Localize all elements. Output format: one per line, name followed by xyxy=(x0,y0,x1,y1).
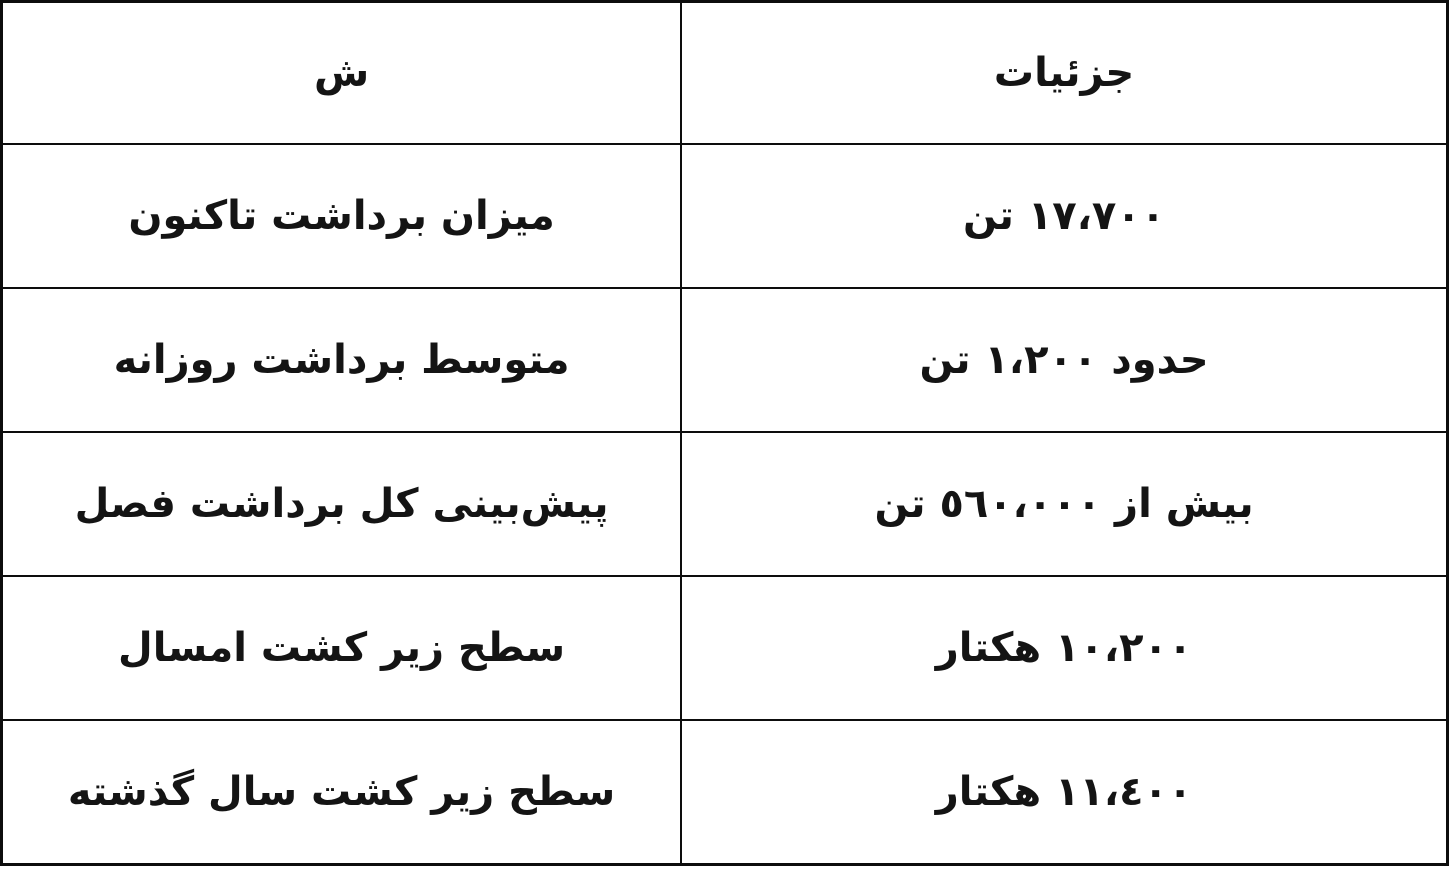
label-column-header: ش xyxy=(0,0,683,145)
table-row: سطح زیر کشت سال گذشته ١١،٤٠٠ هکتار xyxy=(0,719,1449,866)
detail-label-cell: متوسط برداشت روزانه xyxy=(0,287,683,433)
detail-value-cell: ١٧،٧٠٠ تن xyxy=(680,143,1449,289)
table-row: متوسط برداشت روزانه حدود ١،٢٠٠ تن xyxy=(0,287,1449,433)
table-row: سطح زیر کشت امسال ١٠،٢٠٠ هکتار xyxy=(0,575,1449,721)
table-row: پیش‌بینی کل برداشت فصل بیش از ٥٦٠،٠٠٠ تن xyxy=(0,431,1449,577)
table-body: میزان برداشت تاکنون ١٧،٧٠٠ تن متوسط بردا… xyxy=(0,143,1449,866)
detail-label-cell: سطح زیر کشت امسال xyxy=(0,575,683,721)
detail-value-cell: ١٠،٢٠٠ هکتار xyxy=(680,575,1449,721)
detail-label-cell: میزان برداشت تاکنون xyxy=(0,143,683,289)
detail-label-cell: پیش‌بینی کل برداشت فصل xyxy=(0,431,683,577)
value-column-header: جزئیات xyxy=(680,0,1449,145)
detail-value-cell: ١١،٤٠٠ هکتار xyxy=(680,719,1449,866)
detail-label-cell: سطح زیر کشت سال گذشته xyxy=(0,719,683,866)
table-row: میزان برداشت تاکنون ١٧،٧٠٠ تن xyxy=(0,143,1449,289)
detail-value-cell: بیش از ٥٦٠،٠٠٠ تن xyxy=(680,431,1449,577)
header-row: ش جزئیات xyxy=(0,0,1449,145)
table-header: ش جزئیات xyxy=(0,0,1449,145)
detail-value-cell: حدود ١،٢٠٠ تن xyxy=(680,287,1449,433)
